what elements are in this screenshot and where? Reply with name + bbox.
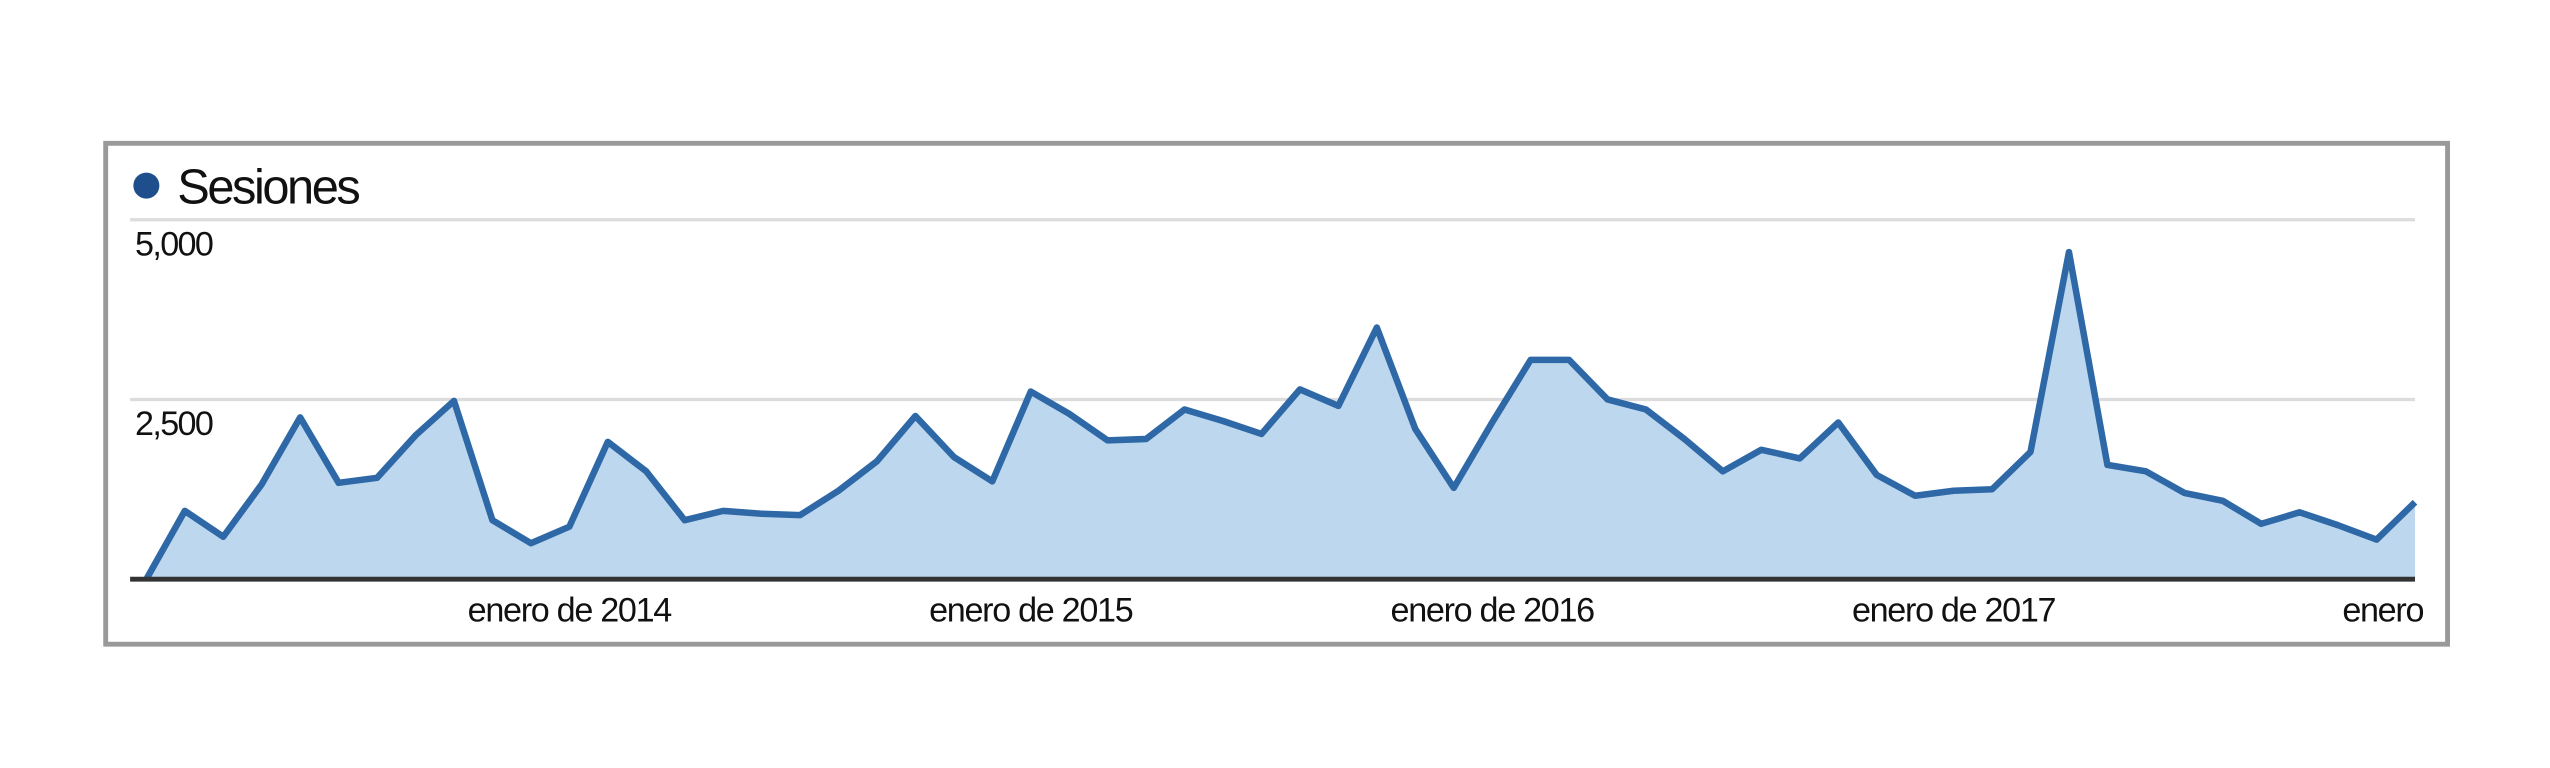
x-tick-label: enero de 2014	[468, 591, 672, 629]
x-tick-label: enero	[2342, 591, 2423, 629]
x-tick-label: enero de 2015	[929, 591, 1133, 629]
y-tick-label: 2,500	[135, 405, 213, 443]
legend-marker	[133, 172, 160, 199]
y-tick-label: 5,000	[135, 226, 213, 264]
x-tick-label: enero de 2017	[1852, 591, 2056, 629]
x-tick-label: enero de 2016	[1391, 591, 1595, 629]
legend-label: Sesiones	[177, 160, 359, 214]
series-line	[143, 248, 2418, 581]
